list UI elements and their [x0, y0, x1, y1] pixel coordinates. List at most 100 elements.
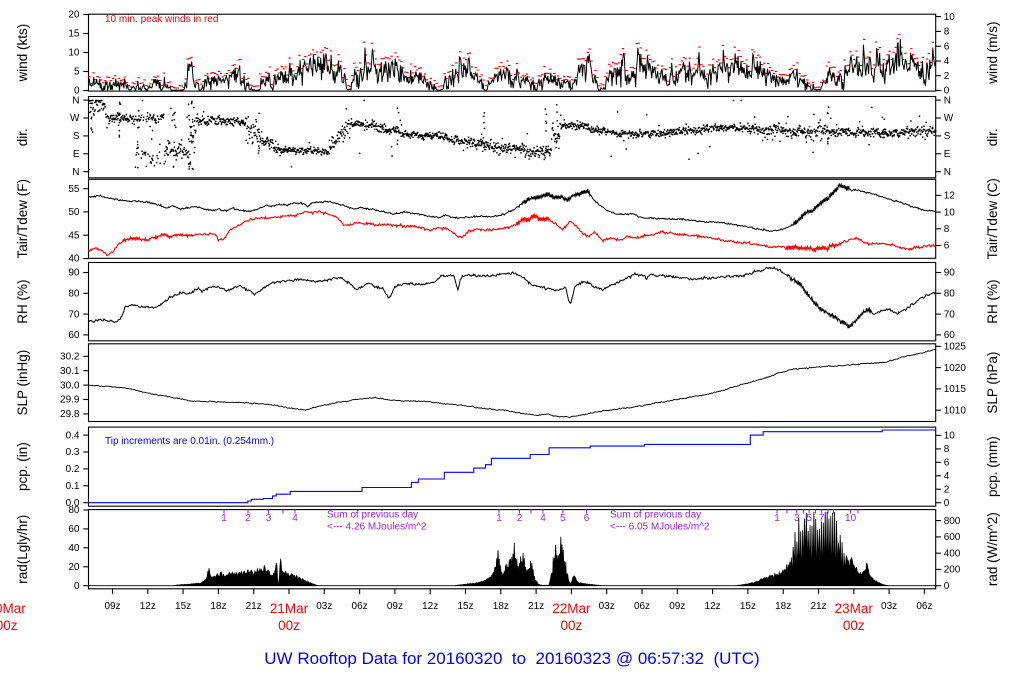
svg-text:S: S — [944, 131, 951, 142]
svg-text:2: 2 — [944, 484, 950, 495]
svg-text:N: N — [72, 167, 79, 178]
svg-text:dir.: dir. — [985, 128, 1000, 146]
svg-text:18z: 18z — [493, 601, 509, 612]
svg-text:09z: 09z — [104, 601, 120, 612]
svg-text:10: 10 — [944, 207, 956, 218]
svg-text:400: 400 — [944, 548, 961, 559]
svg-text:W: W — [944, 113, 954, 124]
svg-text:03z: 03z — [316, 601, 332, 612]
svg-text:30.2: 30.2 — [60, 352, 80, 363]
svg-text:21Mar: 21Mar — [270, 601, 309, 616]
svg-text:4: 4 — [292, 513, 298, 524]
svg-text:00z: 00z — [278, 618, 300, 633]
svg-text:10: 10 — [845, 513, 857, 524]
svg-text:1025: 1025 — [944, 342, 967, 353]
svg-text:4: 4 — [944, 471, 950, 482]
svg-text:0.0: 0.0 — [66, 498, 80, 509]
svg-text:SLP (hPa): SLP (hPa) — [985, 352, 1000, 414]
svg-text:00z: 00z — [843, 618, 865, 633]
svg-text:5: 5 — [806, 513, 812, 524]
svg-text:10 min. peak winds in red: 10 min. peak winds in red — [105, 14, 218, 25]
svg-text:50: 50 — [68, 207, 80, 218]
svg-text:4: 4 — [540, 513, 546, 524]
svg-text:6: 6 — [944, 41, 950, 52]
svg-text:12z: 12z — [140, 601, 156, 612]
svg-text:20: 20 — [68, 10, 80, 21]
svg-text:20: 20 — [68, 562, 80, 573]
svg-text:200: 200 — [944, 565, 961, 576]
svg-text:E: E — [944, 149, 951, 160]
svg-text:0: 0 — [944, 581, 950, 592]
svg-text:15z: 15z — [740, 601, 756, 612]
svg-text:18z: 18z — [210, 601, 226, 612]
svg-text:Sum of previous day: Sum of previous day — [327, 510, 418, 521]
svg-text:<--- 4.26 MJoules/m^2: <--- 4.26 MJoules/m^2 — [327, 522, 427, 533]
svg-text:dir.: dir. — [15, 128, 30, 146]
svg-text:10: 10 — [68, 48, 80, 59]
svg-text:N: N — [72, 95, 79, 106]
svg-text:06z: 06z — [916, 601, 932, 612]
svg-text:0: 0 — [944, 86, 950, 97]
svg-text:0.4: 0.4 — [66, 430, 80, 441]
svg-text:15: 15 — [68, 29, 80, 40]
svg-text:40: 40 — [68, 543, 80, 554]
svg-text:wind (m/s): wind (m/s) — [985, 21, 1000, 84]
svg-text:3: 3 — [794, 513, 800, 524]
svg-text:5: 5 — [74, 67, 80, 78]
svg-text:12z: 12z — [422, 601, 438, 612]
svg-text:RH (%): RH (%) — [15, 279, 30, 323]
svg-text:0.3: 0.3 — [66, 447, 80, 458]
svg-text:1015: 1015 — [944, 384, 967, 395]
svg-text:90: 90 — [68, 268, 80, 279]
svg-text:60: 60 — [944, 330, 956, 341]
svg-text:45: 45 — [68, 230, 80, 241]
svg-text:12z: 12z — [705, 601, 721, 612]
svg-text:80: 80 — [68, 289, 80, 300]
svg-text:<--- 6.05 MJoules/m^2: <--- 6.05 MJoules/m^2 — [610, 522, 710, 533]
svg-text:N: N — [944, 167, 951, 178]
svg-text:8: 8 — [944, 224, 950, 235]
svg-text:8: 8 — [944, 27, 950, 38]
svg-text:40: 40 — [68, 254, 80, 265]
svg-text:06z: 06z — [352, 601, 368, 612]
svg-text:03z: 03z — [881, 601, 897, 612]
svg-text:15z: 15z — [175, 601, 191, 612]
svg-text:1020: 1020 — [944, 363, 967, 374]
svg-text:UW Rooftop Data for 20160320: UW Rooftop Data for 20160320 to 20160323… — [264, 649, 759, 668]
svg-text:0: 0 — [74, 581, 80, 592]
svg-text:15z: 15z — [457, 601, 473, 612]
svg-text:21z: 21z — [528, 601, 544, 612]
svg-text:Tair/Tdew (F): Tair/Tdew (F) — [15, 179, 30, 259]
svg-text:23Mar: 23Mar — [835, 601, 874, 616]
svg-text:06z: 06z — [634, 601, 650, 612]
svg-text:30.0: 30.0 — [60, 380, 80, 391]
svg-text:09z: 09z — [387, 601, 403, 612]
svg-text:3: 3 — [266, 513, 272, 524]
svg-text:N: N — [944, 95, 951, 106]
svg-text:21z: 21z — [810, 601, 826, 612]
svg-text:pcp. (in): pcp. (in) — [15, 442, 30, 491]
svg-text:Tair/Tdew (C): Tair/Tdew (C) — [985, 178, 1000, 259]
svg-text:600: 600 — [944, 532, 961, 543]
svg-text:W: W — [70, 113, 80, 124]
svg-text:SLP (inHg): SLP (inHg) — [15, 350, 30, 416]
svg-text:1: 1 — [496, 513, 502, 524]
svg-text:80: 80 — [68, 505, 80, 516]
svg-text:09z: 09z — [669, 601, 685, 612]
svg-text:pcp. (mm): pcp. (mm) — [985, 436, 1000, 497]
svg-text:rad(Lgly/hr): rad(Lgly/hr) — [15, 515, 30, 584]
svg-text:70: 70 — [68, 309, 80, 320]
svg-text:03z: 03z — [599, 601, 615, 612]
svg-text:Sum of previous day: Sum of previous day — [610, 510, 701, 521]
svg-text:2: 2 — [517, 513, 523, 524]
svg-text:00z: 00z — [561, 618, 583, 633]
svg-text:12: 12 — [944, 191, 956, 202]
svg-text:0: 0 — [944, 498, 950, 509]
svg-text:21z: 21z — [246, 601, 262, 612]
svg-text:70: 70 — [944, 309, 956, 320]
svg-text:6: 6 — [944, 458, 950, 469]
svg-text:1: 1 — [774, 513, 780, 524]
svg-text:RH (%): RH (%) — [985, 279, 1000, 323]
svg-text:29.8: 29.8 — [60, 409, 80, 420]
svg-text:00z: 00z — [0, 618, 18, 633]
